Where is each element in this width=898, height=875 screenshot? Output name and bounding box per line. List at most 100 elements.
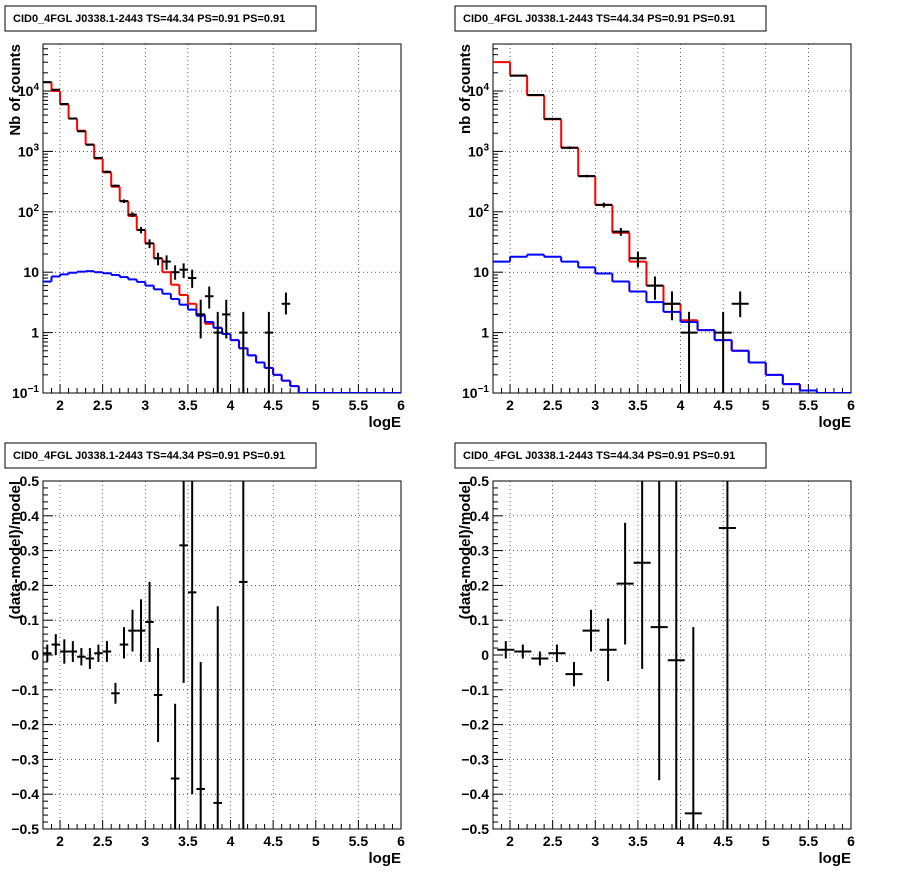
- plot-title: CID0_4FGL J0338.1-2443 TS=44.34 PS=0.91 …: [13, 13, 285, 25]
- y-tick-label: 0: [481, 647, 489, 663]
- data-point: [60, 639, 69, 664]
- data-point: [94, 644, 103, 662]
- plot-title: CID0_4FGL J0338.1-2443 TS=44.34 PS=0.91 …: [13, 450, 285, 462]
- x-axis-label: logE: [369, 850, 402, 867]
- data-point: [77, 130, 86, 133]
- data-point: [60, 102, 69, 105]
- data-point: [51, 88, 61, 91]
- data-point: [128, 212, 137, 218]
- panel-residuals-left: 2 2.5 3 3.5 4 4.5 5 5.5 6 −0.5 −0.4 −0.3 −0.2 −0.1 0 0.…: [4, 442, 405, 867]
- x-tick-label: 5: [762, 833, 770, 849]
- y-tick-label: −0.2: [11, 717, 39, 733]
- x-tick-label: 2.5: [543, 833, 563, 849]
- x-axis-label: logE: [819, 850, 852, 867]
- y-tick-label: 10−1: [12, 384, 39, 401]
- data-point: [548, 644, 566, 662]
- y-tick-label: −0.1: [461, 682, 489, 698]
- y-tick-label: 0.5: [20, 473, 40, 489]
- x-axis-label: logE: [369, 414, 402, 431]
- data-point: [170, 703, 180, 829]
- data-point: [196, 299, 205, 339]
- data-points-series: [43, 481, 248, 829]
- y-tick-label: 10−1: [462, 384, 489, 401]
- x-tick-label: 2.5: [93, 833, 113, 849]
- x-tick-label: 3.5: [628, 397, 648, 413]
- y-tick-label: −0.4: [11, 786, 39, 802]
- x-tick-label: 5.5: [799, 397, 819, 413]
- data-point: [646, 276, 664, 300]
- x-tick-label: 5.5: [799, 833, 819, 849]
- data-point: [196, 661, 205, 829]
- data-point: [187, 269, 197, 288]
- y-tick-label: 104: [468, 82, 490, 99]
- panel-residuals-right: 2 2.5 3 3.5 4 4.5 5 5.5 6 −0.5 −0.4 −0.3 −0.2 −0.1 0 0.…: [454, 442, 855, 867]
- y-tick-label: −0.5: [11, 821, 39, 837]
- x-tick-label: 2: [506, 833, 514, 849]
- y-tick-label: 0.5: [470, 473, 490, 489]
- grid: [42, 480, 402, 830]
- title-box: [4, 5, 317, 32]
- data-point: [162, 255, 171, 270]
- data-point: [582, 609, 600, 652]
- data-point: [667, 481, 685, 829]
- x-tick-label: 3.5: [178, 397, 198, 413]
- y-tick-label: −0.4: [461, 786, 489, 802]
- data-point: [68, 641, 78, 662]
- y-tick-label: 102: [18, 203, 40, 220]
- y-tick-label: −0.3: [461, 751, 489, 767]
- data-point: [111, 184, 120, 187]
- data-point: [119, 199, 129, 203]
- title-box: [454, 5, 767, 32]
- data-point: [497, 641, 515, 659]
- data-point: [43, 81, 52, 84]
- y-tick-label: 10: [23, 264, 39, 280]
- grid: [492, 480, 852, 830]
- y-tick-label: 104: [18, 82, 40, 99]
- data-point: [663, 291, 681, 321]
- y-tick-label: 1: [31, 325, 39, 341]
- data-point: [531, 651, 549, 666]
- plot-frame: [42, 43, 402, 394]
- x-tick-label: 4.5: [713, 833, 733, 849]
- x-tick-label: 2.5: [93, 397, 113, 413]
- plot-title: CID0_4FGL J0338.1-2443 TS=44.34 PS=0.91 …: [463, 13, 735, 25]
- data-point: [128, 609, 137, 652]
- y-tick-label: 0.1: [470, 612, 490, 628]
- x-tick-label: 2: [56, 833, 64, 849]
- y-tick-label: 10: [473, 264, 489, 280]
- data-point: [43, 644, 52, 662]
- y-axis-label: (data-model)/model: [457, 481, 474, 619]
- y-tick-label: 0: [31, 647, 39, 663]
- plot-frame: [492, 43, 852, 394]
- y-tick-label: 0.4: [20, 508, 40, 524]
- x-tick-label: 3: [591, 833, 599, 849]
- data-point: [102, 641, 112, 662]
- data-point: [119, 627, 129, 659]
- data-point: [136, 599, 146, 662]
- data-point: [565, 661, 583, 687]
- data-point: [527, 93, 545, 96]
- y-tick-label: −0.5: [461, 821, 489, 837]
- y-axis-label: Nb of counts: [7, 44, 24, 136]
- x-tick-label: 3: [141, 833, 149, 849]
- x-tick-label: 6: [397, 397, 405, 413]
- data-layer: [43, 81, 401, 393]
- data-point: [145, 581, 154, 662]
- x-tick-label: 5: [312, 397, 320, 413]
- x-tick-label: 6: [847, 833, 855, 849]
- plot-title: CID0_4FGL J0338.1-2443 TS=44.34 PS=0.91 …: [463, 450, 735, 462]
- data-point: [616, 522, 634, 645]
- data-points-series: [43, 81, 291, 393]
- x-tick-label: 4: [677, 833, 685, 849]
- data-point: [153, 648, 163, 742]
- x-tick-label: 5: [312, 833, 320, 849]
- x-axis-label: logE: [819, 414, 852, 431]
- histogram-series: [493, 61, 851, 393]
- y-tick-label: −0.1: [11, 682, 39, 698]
- data-point: [514, 644, 532, 659]
- data-point: [718, 481, 736, 829]
- data-point: [599, 618, 617, 682]
- data-point: [264, 311, 274, 393]
- x-tick-label: 3: [591, 397, 599, 413]
